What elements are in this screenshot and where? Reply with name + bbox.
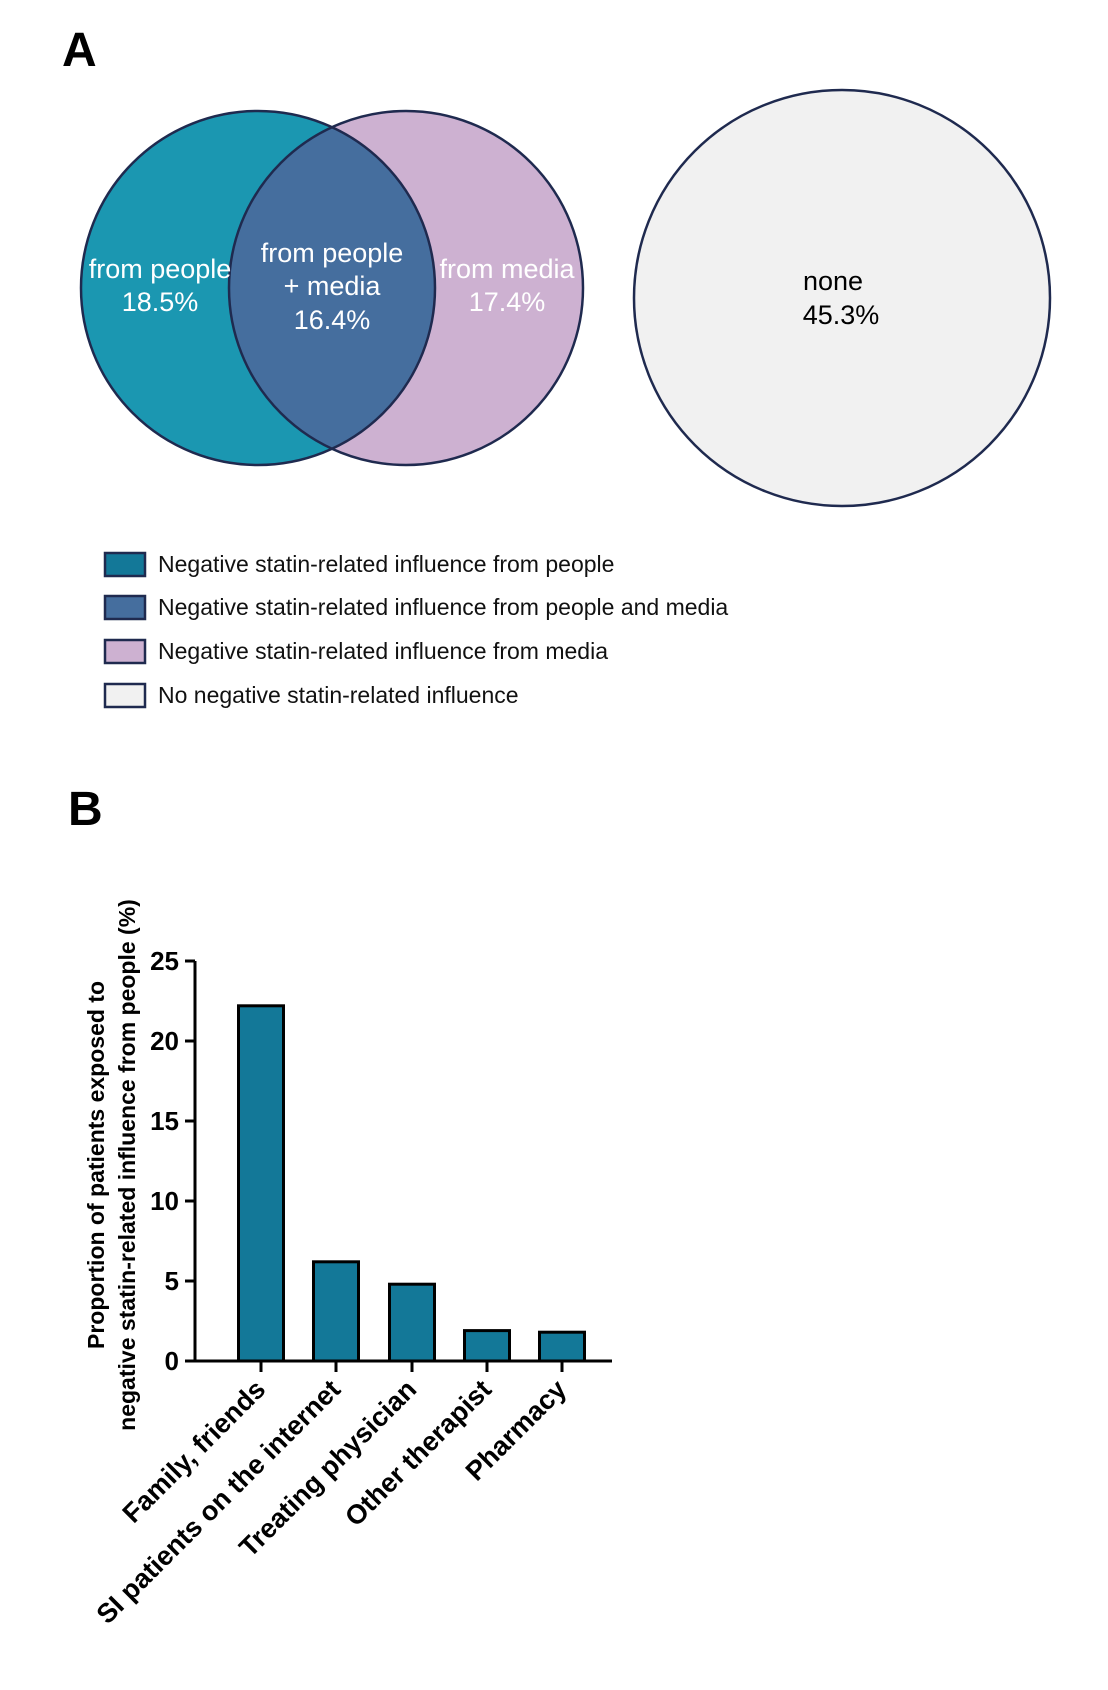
venn-overlap-label-2: + media — [284, 271, 382, 301]
venn-diagram: from people 18.5% from people + media 16… — [79, 88, 1052, 508]
y-axis-title-line-1: Proportion of patients exposed to — [83, 981, 109, 1349]
legend-label-media: Negative statin-related influence from m… — [158, 638, 608, 664]
y-tick-label: 25 — [150, 946, 179, 976]
panel-a-letter: A — [62, 24, 97, 77]
bar-4 — [538, 1330, 586, 1363]
y-tick-label: 0 — [165, 1346, 179, 1376]
venn-outline-people — [79, 109, 437, 467]
y-axis-title: Proportion of patients exposed to negati… — [83, 899, 140, 1431]
venn-media-value: 17.4% — [469, 287, 546, 317]
legend-swatch-media — [103, 638, 147, 665]
legend-label-none: No negative statin-related influence — [158, 682, 519, 708]
legend-label-people: Negative statin-related influence from p… — [158, 551, 614, 577]
venn-overlap-region — [229, 111, 435, 465]
y-tick-label: 15 — [150, 1106, 179, 1136]
venn-outline-media — [227, 109, 585, 467]
venn-people-value: 18.5% — [122, 287, 199, 317]
venn-overlap-label-1: from people — [261, 238, 404, 268]
panel-b-letter: B — [68, 783, 103, 836]
y-axis: 0 5 10 15 20 25 — [150, 946, 197, 1376]
y-tick-label: 10 — [150, 1186, 179, 1216]
y-tick-label: 5 — [165, 1266, 179, 1296]
y-axis-title-line-2: negative statin-related influence from p… — [114, 899, 140, 1431]
venn-people-label: from people — [89, 254, 232, 284]
bar-3 — [463, 1329, 511, 1363]
legend-label-people-media: Negative statin-related influence from p… — [158, 594, 728, 620]
legend-swatch-people — [103, 551, 147, 578]
legend-swatch-people-media — [103, 594, 147, 621]
legend-swatch-none — [103, 682, 147, 709]
y-tick-label: 20 — [150, 1026, 179, 1056]
venn-overlap-value: 16.4% — [294, 305, 371, 335]
bar-1 — [312, 1260, 360, 1363]
venn-circle-none — [632, 88, 1052, 508]
bar-2 — [388, 1282, 436, 1363]
legend: Negative statin-related influence from p… — [103, 551, 728, 709]
venn-media-label: from media — [439, 254, 575, 284]
bars — [237, 1004, 586, 1363]
bar-0 — [237, 1004, 285, 1363]
venn-none-label: none — [803, 266, 863, 296]
venn-none-value: 45.3% — [803, 300, 880, 330]
